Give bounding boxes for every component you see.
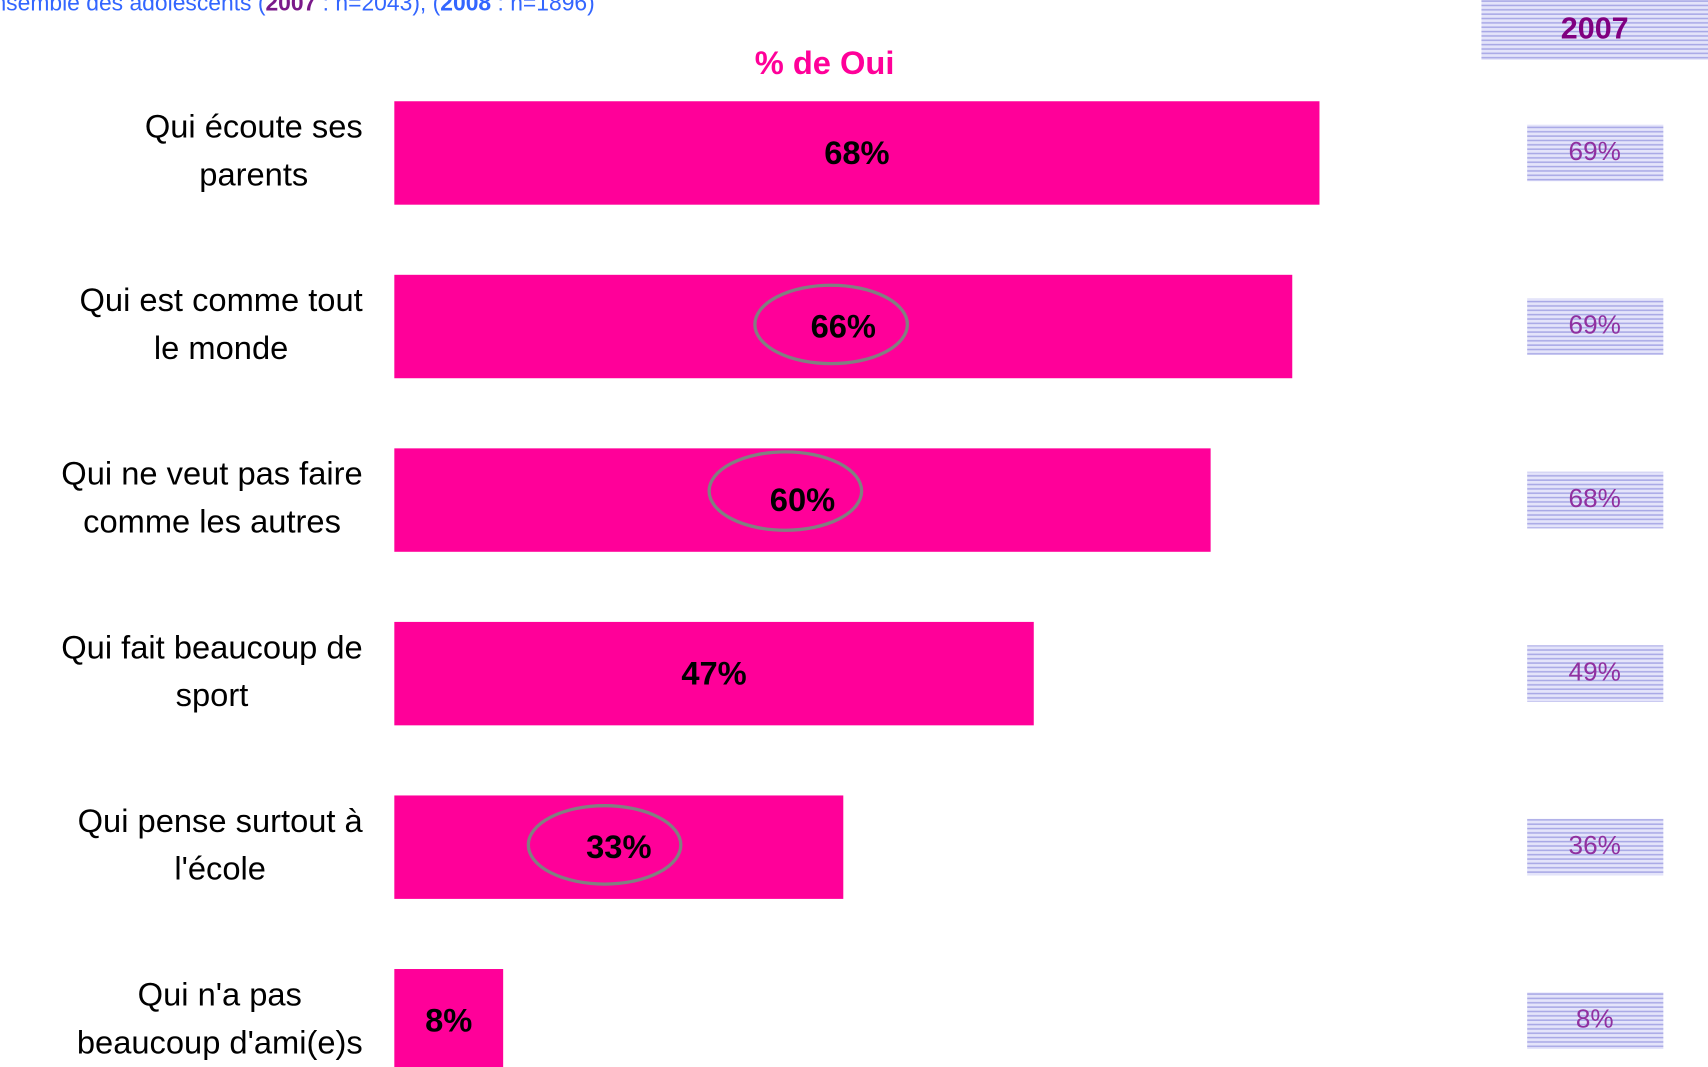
comparison-label: 69% [1569, 309, 1621, 339]
bar [394, 101, 1320, 205]
bar [394, 274, 1293, 379]
comparison-label: 68% [1569, 483, 1621, 513]
bar [394, 621, 1034, 726]
column-header: 2007 [1561, 12, 1629, 46]
category-label: Qui fait beaucoup de [61, 628, 362, 665]
value-label: 47% [681, 654, 746, 691]
category-label: sport [176, 676, 249, 713]
value-label: 66% [811, 307, 876, 344]
comparison-box [1527, 645, 1664, 702]
category-label: le monde [154, 329, 288, 366]
category-label: l'école [174, 850, 266, 887]
bar [394, 795, 844, 899]
value-label: 60% [770, 481, 835, 518]
subtitle-part: 2007 [265, 0, 316, 15]
subtitle-part: 2008 [440, 0, 491, 15]
category-label: parents [199, 156, 308, 193]
comparison-box [1527, 471, 1664, 529]
highlight-ellipse [526, 804, 683, 886]
header-box [1481, 0, 1708, 60]
bar [394, 969, 504, 1067]
comparison-label: 69% [1569, 136, 1621, 166]
highlight-ellipse [707, 450, 864, 532]
category-label: comme les autres [83, 503, 341, 540]
comparison-label: 36% [1569, 830, 1621, 860]
subtitle-part: : n=2043), ( [316, 0, 440, 15]
category-label: Qui n'a pas [138, 975, 302, 1012]
category-label: Qui est comme tout [80, 281, 363, 318]
comparison-box [1527, 124, 1664, 182]
category-label: Qui écoute ses [145, 108, 363, 145]
comparison-box [1527, 992, 1664, 1050]
category-label: Qui ne veut pas faire [61, 455, 362, 492]
comparison-label: 8% [1576, 1004, 1614, 1034]
bars [394, 101, 1320, 1067]
category-label: Qui pense surtout à [78, 802, 364, 839]
value-label: 68% [824, 134, 889, 171]
subtitle-part: : n=1896) [491, 0, 595, 15]
comparison-box [1527, 818, 1664, 876]
subtitle: nsemble des adolescents (2007 : n=2043),… [0, 0, 595, 15]
category-label: beaucoup d'ami(e)s [77, 1023, 363, 1060]
comparison-label: 49% [1569, 657, 1621, 687]
value-label: 33% [586, 828, 651, 865]
chart-title: % de Oui [755, 44, 895, 81]
value-label: 8% [425, 1002, 472, 1039]
bar [394, 448, 1211, 552]
comparison-box [1527, 298, 1664, 355]
subtitle-part: nsemble des adolescents ( [0, 0, 266, 15]
highlight-ellipse [753, 283, 910, 366]
